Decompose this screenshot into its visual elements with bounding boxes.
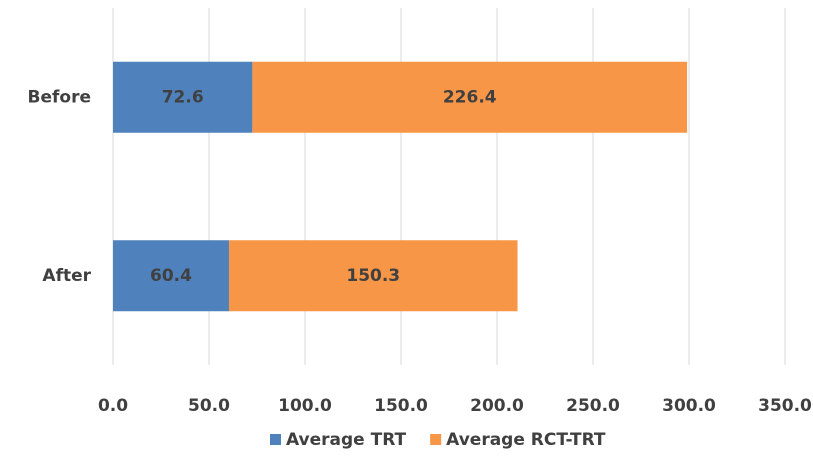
y-tick-label: After bbox=[42, 266, 91, 286]
x-tick-label: 350.0 bbox=[758, 396, 812, 416]
data-label: 60.4 bbox=[150, 266, 192, 286]
x-tick-label: 150.0 bbox=[374, 396, 428, 416]
bar-segment bbox=[228, 240, 518, 312]
x-tick-label: 200.0 bbox=[470, 396, 524, 416]
x-tick-label: 50.0 bbox=[188, 396, 230, 416]
x-tick-label: 0.0 bbox=[98, 396, 128, 416]
legend-swatch bbox=[270, 434, 281, 445]
bar-segment bbox=[113, 240, 229, 312]
data-label: 226.4 bbox=[443, 87, 497, 107]
bar-segment bbox=[113, 61, 253, 133]
legend-swatch bbox=[430, 434, 442, 445]
bar-segment bbox=[252, 61, 688, 133]
legend-label: Average TRT bbox=[286, 430, 407, 450]
data-label: 150.3 bbox=[346, 266, 400, 286]
data-label: 72.6 bbox=[162, 87, 204, 107]
y-tick-label: Before bbox=[28, 87, 91, 107]
legend-label: Average RCT-TRT bbox=[446, 430, 606, 450]
x-tick-label: 300.0 bbox=[662, 396, 716, 416]
x-tick-label: 250.0 bbox=[566, 396, 620, 416]
x-tick-label: 100.0 bbox=[278, 396, 332, 416]
